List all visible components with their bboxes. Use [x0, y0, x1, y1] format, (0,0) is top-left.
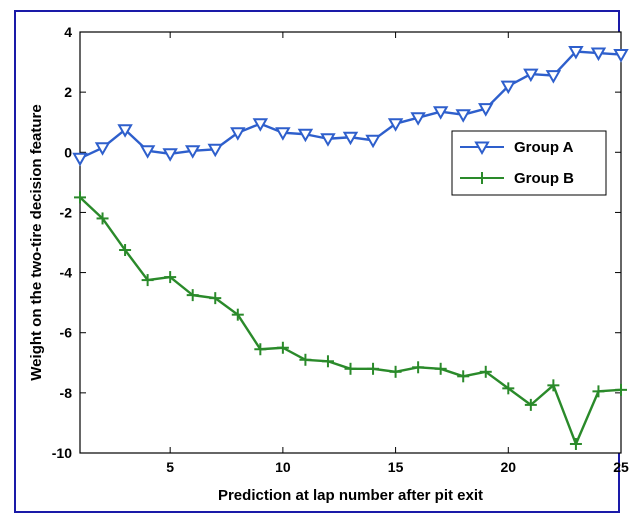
data-point [342, 131, 359, 146]
data-point [162, 148, 178, 162]
data-point [74, 191, 86, 204]
data-point [276, 341, 289, 354]
x-tick-label: 5 [166, 459, 174, 475]
legend: Group A Group B [451, 130, 607, 196]
data-point [455, 109, 471, 123]
legend-label-group-b: Group B [514, 170, 574, 187]
data-point [547, 379, 560, 392]
data-point [72, 152, 88, 167]
y-tick-label: 4 [64, 24, 72, 40]
data-point [432, 106, 449, 120]
data-point [545, 70, 562, 84]
data-point [186, 289, 199, 302]
y-tick-label: -8 [60, 385, 73, 401]
data-point [523, 68, 539, 83]
data-point [139, 145, 156, 159]
data-point [434, 362, 447, 375]
series-group-b [74, 191, 627, 450]
data-point [209, 292, 222, 305]
data-point [299, 353, 312, 366]
data-point [389, 365, 402, 378]
data-point [275, 127, 291, 141]
data-point [252, 118, 269, 132]
data-point [479, 365, 492, 378]
x-axis: 5 10 15 20 25 [166, 32, 629, 475]
y-axis: -10 -8 -6 -4 -2 0 2 4 [52, 24, 621, 461]
y-axis-label: Weight on the two-tire decision feature [28, 104, 45, 380]
data-point [502, 382, 515, 395]
legend-marker [474, 141, 490, 156]
data-point [230, 127, 246, 141]
legend-marker [476, 172, 488, 184]
x-tick-label: 20 [501, 459, 517, 475]
y-tick-label: -2 [60, 204, 73, 220]
legend-marker-group-b [476, 172, 488, 184]
y-tick-label: 2 [64, 84, 72, 100]
data-point [500, 80, 517, 95]
data-point [119, 244, 132, 257]
data-point [184, 145, 201, 159]
data-point [387, 118, 404, 132]
data-point [410, 112, 426, 126]
data-point [117, 124, 133, 138]
x-tick-label: 10 [275, 459, 291, 475]
data-point [457, 370, 470, 383]
series-layer [72, 46, 629, 450]
plot-area [79, 31, 622, 454]
data-point [231, 308, 244, 321]
data-point [524, 398, 537, 411]
data-point [569, 437, 582, 450]
data-point [141, 274, 154, 287]
y-tick-label: -6 [60, 325, 73, 341]
data-point [94, 142, 111, 156]
x-axis-label: Prediction at lap number after pit exit [218, 487, 483, 504]
data-point [592, 385, 605, 398]
data-point [367, 362, 380, 375]
data-point [478, 103, 494, 117]
y-tick-label: -4 [60, 265, 73, 281]
y-tick-label: -10 [52, 445, 72, 461]
data-point [615, 383, 627, 396]
y-tick-label: 0 [64, 144, 72, 160]
series-group-a [72, 46, 629, 167]
data-point [613, 49, 629, 63]
data-point [320, 133, 336, 147]
data-point [96, 212, 109, 225]
data-point [321, 355, 334, 368]
data-point [164, 271, 177, 284]
x-tick-label: 15 [388, 459, 404, 475]
data-point [254, 343, 267, 356]
data-point [344, 362, 357, 375]
data-point [568, 46, 584, 60]
legend-marker-group-a [474, 141, 490, 156]
data-point [365, 134, 381, 149]
x-tick-label: 25 [613, 459, 629, 475]
data-point [412, 361, 425, 374]
data-point [207, 143, 223, 158]
data-point [590, 47, 607, 62]
data-point [297, 128, 314, 143]
legend-label-group-a: Group A [514, 139, 574, 156]
